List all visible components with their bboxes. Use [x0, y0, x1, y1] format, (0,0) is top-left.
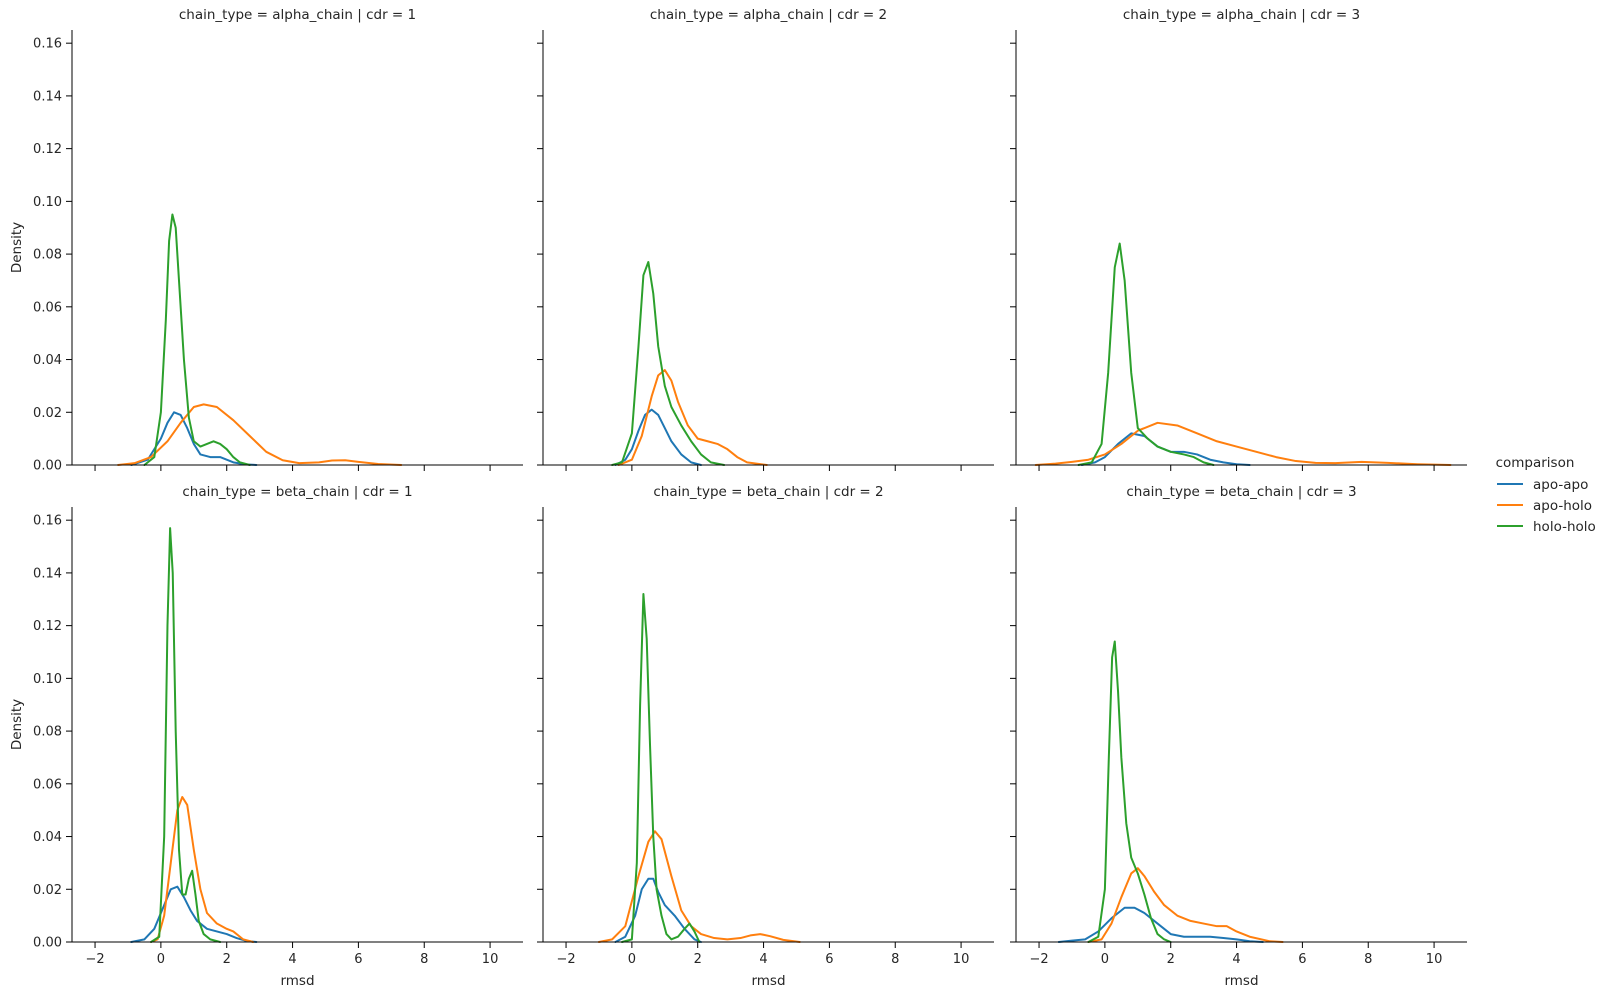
kde-curve-holo-holo: [611, 261, 726, 466]
kde-curve-apo-apo: [130, 885, 258, 943]
y-tick-label: 0.08: [33, 725, 62, 740]
legend-entry-apo-apo: apo-apo: [1497, 477, 1588, 493]
y-tick-label: 0.08: [33, 248, 62, 263]
x-tick-label: 10: [482, 952, 499, 967]
kde-curve-apo-apo: [1057, 906, 1264, 943]
y-axis-label: Density: [9, 699, 25, 750]
y-tick-label: 0.12: [33, 142, 62, 157]
y-tick-label: 0.02: [33, 883, 62, 898]
y-tick-label: 0.06: [33, 300, 62, 315]
kde-curve-holo-holo: [1087, 640, 1172, 943]
kde-curve-apo-holo: [1087, 867, 1284, 943]
x-tick-label: 6: [354, 952, 362, 967]
kde-curve-apo-apo: [614, 877, 703, 943]
x-tick-label: −2: [556, 952, 575, 967]
x-tick-label: 4: [1232, 952, 1240, 967]
facet-panel-2: chain_type = alpha_chain | cdr = 2: [537, 7, 994, 471]
y-tick-label: 0.02: [33, 406, 62, 421]
y-tick-label: 0.04: [33, 830, 62, 845]
kde-curve-holo-holo: [150, 527, 222, 943]
y-tick-label: 0.10: [33, 195, 62, 210]
y-tick-label: 0.16: [33, 514, 62, 529]
x-tick-label: 8: [891, 952, 899, 967]
kde-curve-apo-holo: [150, 796, 255, 943]
x-tick-label: 8: [1364, 952, 1372, 967]
y-tick-label: 0.00: [33, 459, 62, 474]
x-tick-label: 10: [1426, 952, 1443, 967]
x-tick-label: 6: [825, 952, 833, 967]
x-tick-label: 0: [628, 952, 636, 967]
x-axis-label: rmsd: [1224, 973, 1258, 989]
legend-label-apo-apo: apo-apo: [1533, 477, 1588, 493]
x-tick-label: 8: [420, 952, 428, 967]
panel-title: chain_type = beta_chain | cdr = 3: [1126, 484, 1356, 500]
y-tick-label: 0.00: [33, 936, 62, 951]
panel-title: chain_type = alpha_chain | cdr = 2: [650, 7, 887, 23]
x-tick-label: −2: [85, 952, 104, 967]
kde-curve-apo-holo: [617, 369, 768, 466]
facet-panel-6: chain_type = beta_chain | cdr = 3 −2 0 2 4 6 8…: [1010, 484, 1467, 989]
kde-curve-holo-holo: [1077, 242, 1215, 466]
y-tick-label: 0.10: [33, 672, 62, 687]
x-tick-label: 6: [1298, 952, 1306, 967]
x-tick-label: 2: [223, 952, 231, 967]
panel-title: chain_type = alpha_chain | cdr = 3: [1123, 7, 1360, 23]
panel-title: chain_type = beta_chain | cdr = 1: [182, 484, 412, 500]
y-tick-label: 0.16: [33, 37, 62, 52]
legend-entry-apo-holo: apo-holo: [1497, 498, 1592, 514]
x-tick-label: 0: [1101, 952, 1109, 967]
legend-label-holo-holo: holo-holo: [1533, 519, 1596, 535]
kde-curve-apo-holo: [117, 403, 403, 466]
x-tick-label: 2: [694, 952, 702, 967]
legend-label-apo-holo: apo-holo: [1533, 498, 1592, 514]
legend: comparison apo-apo apo-holo holo-holo: [1496, 455, 1596, 535]
x-axis-label: rmsd: [280, 973, 314, 989]
kde-curve-apo-apo: [614, 408, 703, 466]
x-tick-label: 4: [759, 952, 767, 967]
y-tick-label: 0.14: [33, 89, 62, 104]
facet-panels: chain_type = alpha_chain | cdr = 1 0.00 0.…: [9, 7, 1467, 989]
facet-panel-5: chain_type = beta_chain | cdr = 2 −2 0 2 4 6 8…: [537, 484, 994, 989]
x-tick-label: −2: [1029, 952, 1048, 967]
x-tick-label: 4: [288, 952, 296, 967]
facet-panel-3: chain_type = alpha_chain | cdr = 3: [1010, 7, 1467, 471]
legend-entry-holo-holo: holo-holo: [1497, 519, 1596, 535]
x-tick-label: 0: [157, 952, 165, 967]
x-tick-label: 2: [1167, 952, 1175, 967]
y-tick-label: 0.04: [33, 353, 62, 368]
kde-curve-apo-holo: [597, 830, 801, 943]
panel-title: chain_type = alpha_chain | cdr = 1: [179, 7, 416, 23]
y-tick-label: 0.06: [33, 777, 62, 792]
x-axis-label: rmsd: [751, 973, 785, 989]
kde-curve-holo-holo: [621, 593, 701, 943]
panel-title: chain_type = beta_chain | cdr = 2: [653, 484, 883, 500]
kde-curve-apo-holo: [1034, 421, 1452, 466]
facet-panel-4: chain_type = beta_chain | cdr = 1 0.00 0.0…: [9, 484, 523, 989]
y-tick-label: 0.12: [33, 619, 62, 634]
y-tick-label: 0.14: [33, 566, 62, 581]
legend-title: comparison: [1496, 455, 1575, 471]
kde-curve-holo-holo: [143, 213, 251, 466]
y-axis-label: Density: [9, 222, 25, 273]
kde-curve-apo-apo: [130, 411, 258, 466]
facet-panel-1: chain_type = alpha_chain | cdr = 1 0.00 0.…: [9, 7, 523, 474]
x-tick-label: 10: [953, 952, 970, 967]
